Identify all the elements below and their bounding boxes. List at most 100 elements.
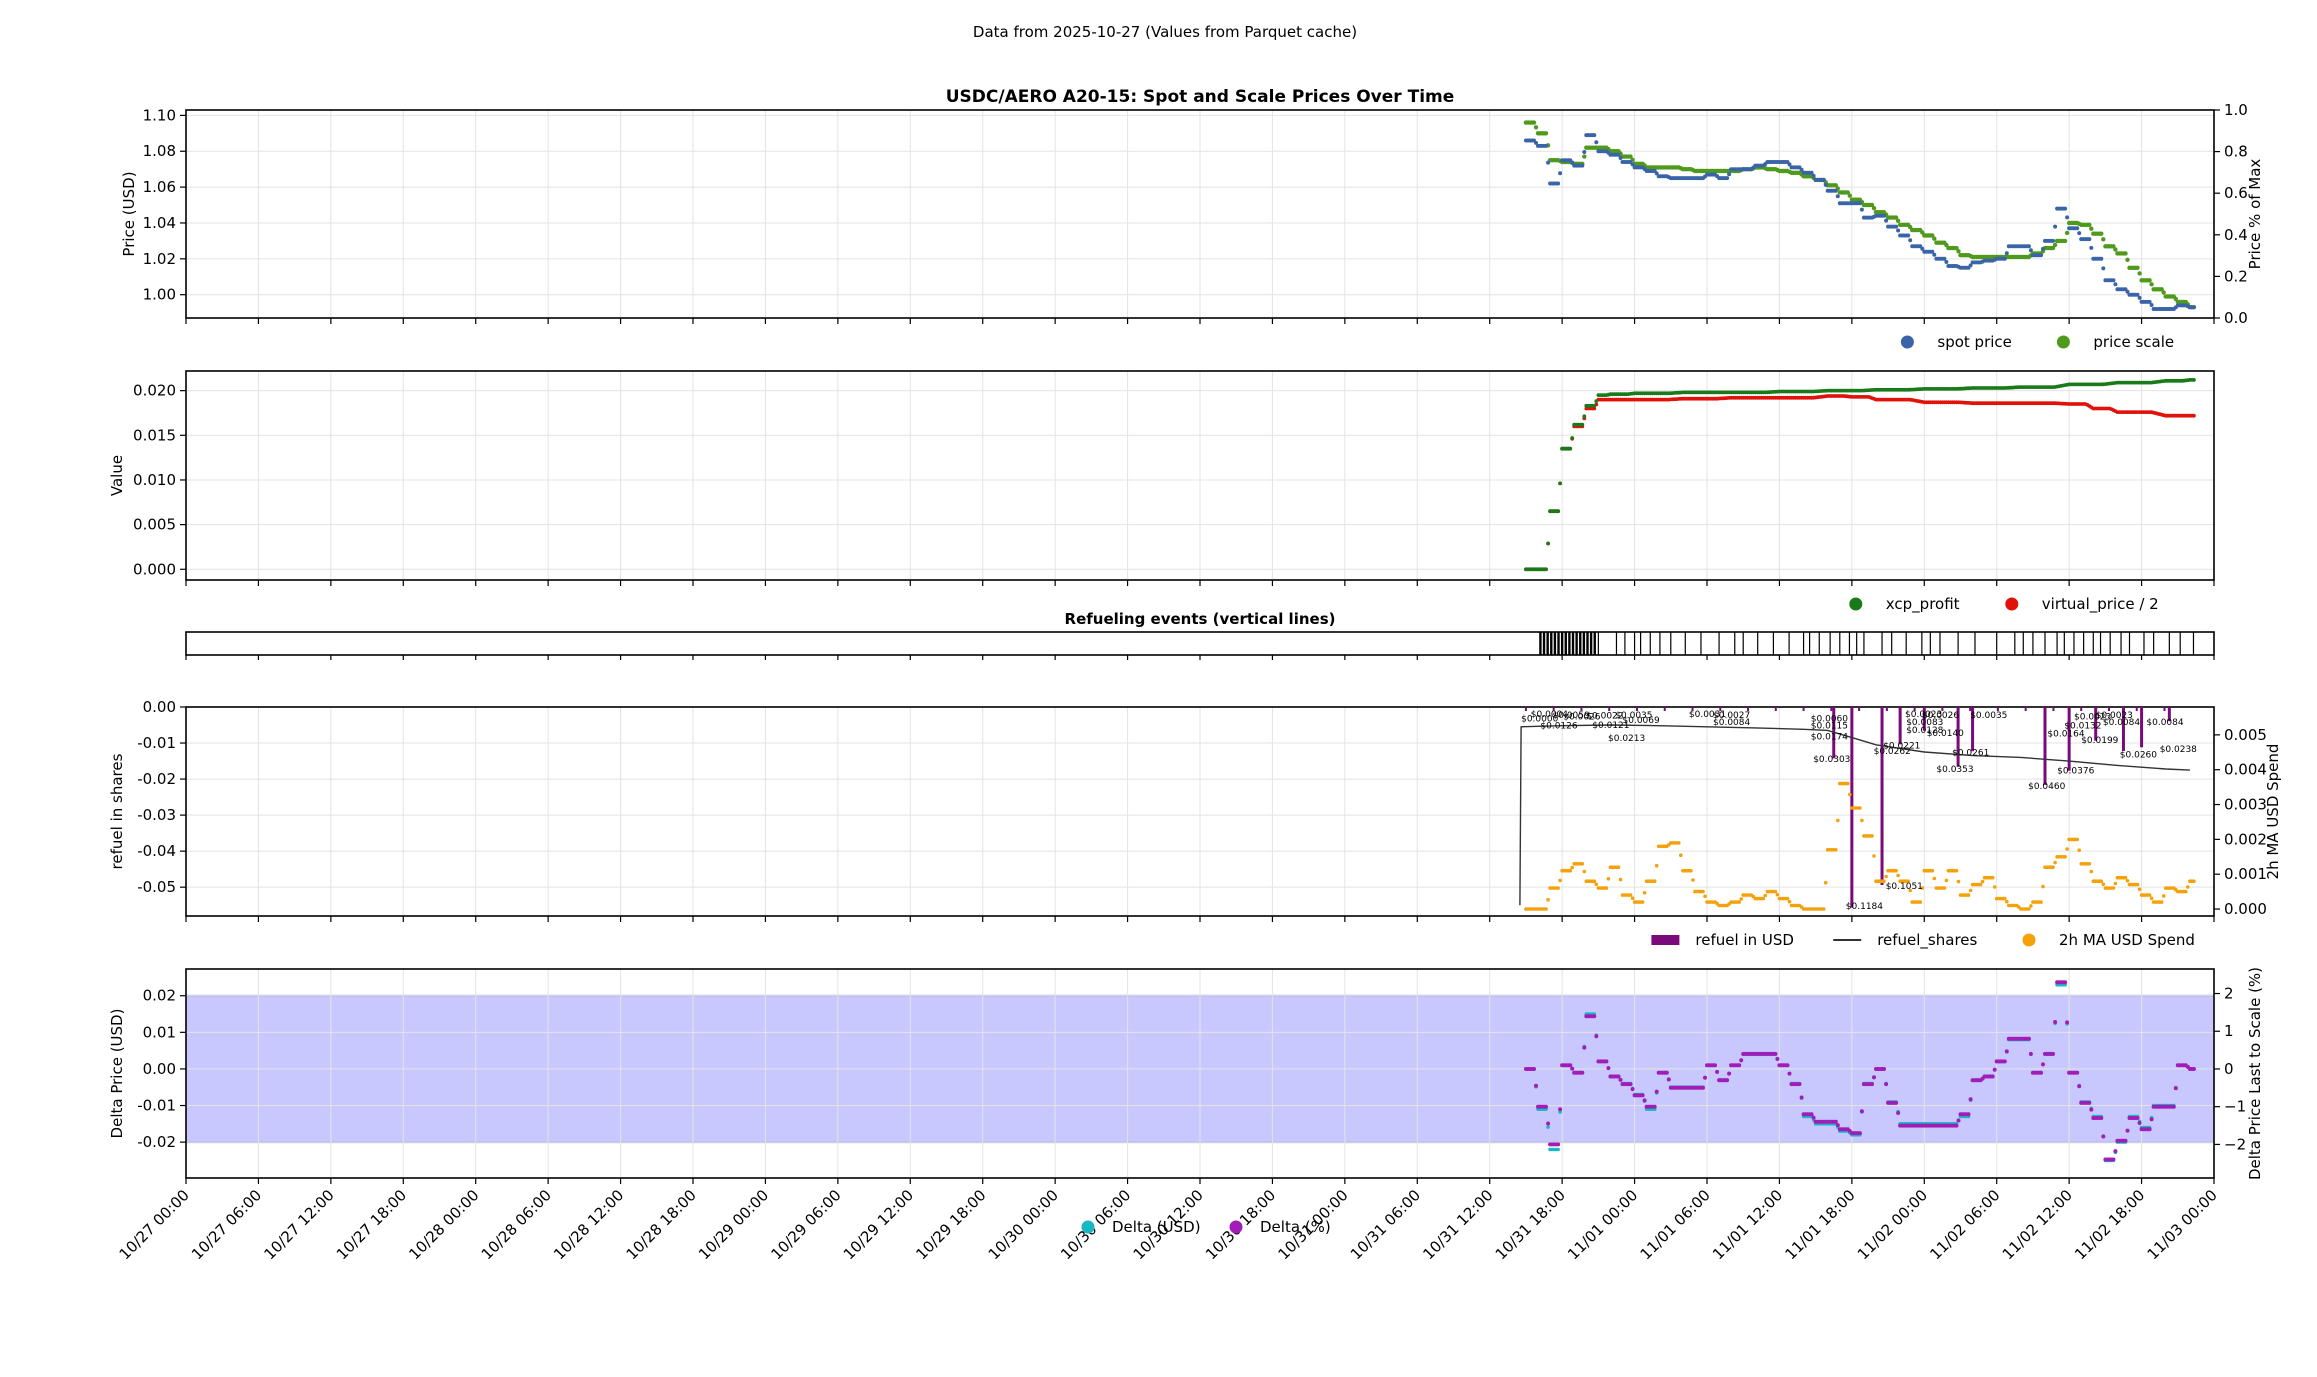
data-point [1582, 1045, 1587, 1050]
legend-marker [1900, 335, 1914, 349]
data-point [2005, 899, 2009, 904]
data-point [1531, 120, 1537, 125]
data-point [2099, 1116, 2104, 1120]
x-tick-label: 10/28 00:00 [405, 1186, 482, 1263]
data-point [1990, 1074, 1995, 1079]
data-point [2192, 378, 2196, 382]
data-point [2004, 251, 2009, 256]
y-tick-label: -0.03 [137, 806, 176, 824]
data-point [2137, 271, 2142, 276]
data-point [1942, 886, 1947, 890]
data-point [1846, 781, 1850, 786]
data-point [2123, 1138, 2128, 1143]
data-point [1580, 163, 1585, 168]
data-point [1534, 140, 1538, 145]
data-point [1556, 509, 1560, 514]
refuel-usd-bar [2135, 707, 2138, 711]
data-point [1604, 886, 1609, 890]
delta-y-label: Delta Price (USD) [108, 1009, 126, 1139]
data-point [1630, 896, 1635, 900]
refuel-value-label: $0.0084 [2146, 718, 2183, 728]
data-point [2064, 230, 2070, 236]
refuel-events [1539, 632, 2195, 655]
refuel-value-label: $0.0126 [1540, 722, 1577, 732]
data-point [1544, 907, 1548, 911]
data-point [1582, 154, 1587, 159]
data-point [2161, 290, 2166, 295]
data-point [1642, 891, 1647, 895]
data-point [2087, 862, 2092, 866]
refuel-usd-bar [1830, 707, 1833, 711]
data-point [2101, 266, 2106, 271]
data-point [2137, 887, 2142, 892]
data-point [2089, 1107, 2094, 1112]
data-point [1787, 899, 1792, 904]
x-tick-label: 10/27 12:00 [260, 1186, 337, 1263]
x-tick-label: 11/01 18:00 [1781, 1186, 1858, 1263]
data-point [1556, 181, 1561, 186]
data-point [2075, 1070, 2080, 1075]
data-point [2053, 224, 2058, 229]
x-tick-label: 10/30 00:00 [985, 1186, 1062, 1263]
data-point [1908, 888, 1912, 893]
data-point [2149, 282, 2154, 287]
data-point [1920, 246, 1925, 251]
y2-tick-label: 2 [2224, 985, 2234, 1003]
data-point [1799, 167, 1804, 172]
data-point [1968, 888, 1973, 893]
refuel-usd-bar [2080, 707, 2083, 711]
data-point [1833, 183, 1839, 188]
data-point [1930, 233, 1935, 238]
data-point [2075, 837, 2079, 842]
data-point [2149, 303, 2154, 307]
data-point [1848, 792, 1852, 797]
data-point [2111, 244, 2116, 249]
data-point [1568, 446, 1573, 451]
refuel-y-label: refuel in shares [108, 753, 126, 869]
data-point [1546, 160, 1551, 165]
refuel-value-label: $0.0084 [1713, 718, 1750, 728]
data-point [1930, 249, 1935, 254]
refuel-usd-bar [1691, 707, 1694, 711]
y2-tick-label: 0.005 [2224, 726, 2267, 744]
legend-label: spot price [1937, 333, 2012, 351]
data-point [1703, 1075, 1707, 1080]
data-point [1642, 1098, 1647, 1103]
price-scale-series [1523, 120, 2197, 310]
data-point [2147, 278, 2152, 283]
delta-panel-grid [185, 969, 2215, 1178]
refuel-value-label: $0.0023 [2096, 711, 2133, 721]
refuel-usd-bar [1524, 707, 1527, 711]
value-panel-grid [185, 371, 2215, 580]
x-tick-label: 10/28 12:00 [550, 1186, 627, 1263]
legend-label: Delta (%) [1260, 1218, 1331, 1236]
data-point [2002, 256, 2007, 261]
data-point [2004, 1049, 2009, 1054]
data-point [1763, 893, 1768, 898]
data-point [2002, 1059, 2007, 1064]
data-point [2003, 896, 2007, 901]
data-point [1823, 182, 1828, 187]
x-tick-label: 11/01 12:00 [1709, 1186, 1786, 1263]
refuel-usd-bar [2140, 707, 2144, 748]
x-tick-label: 10/27 18:00 [333, 1186, 410, 1263]
refuel-usd-bar [2121, 707, 2125, 751]
data-point [1821, 177, 1826, 182]
refuel-usd-bar [1880, 707, 1884, 885]
legend-label: virtual_price / 2 [2042, 595, 2159, 614]
refuel-value-label: $0.0026 [1563, 712, 1600, 722]
refuel-value-label: $0.0260 [2120, 750, 2157, 760]
data-point [1990, 875, 1995, 880]
data-point [1640, 1093, 1645, 1098]
data-point [2171, 1104, 2176, 1109]
data-point [1654, 1089, 1659, 1094]
data-point [1872, 1075, 1876, 1080]
data-point [1618, 1077, 1623, 1082]
data-point [1570, 160, 1575, 165]
data-point [1871, 206, 1877, 211]
data-point [2063, 206, 2068, 211]
delta-pct-series [1523, 980, 2196, 1162]
data-point [1870, 1082, 1874, 1087]
delta-y2-label: Delta Price Last to Scale (%) [2246, 967, 2264, 1180]
refuel-value-label: $0.0460 [2028, 782, 2065, 792]
